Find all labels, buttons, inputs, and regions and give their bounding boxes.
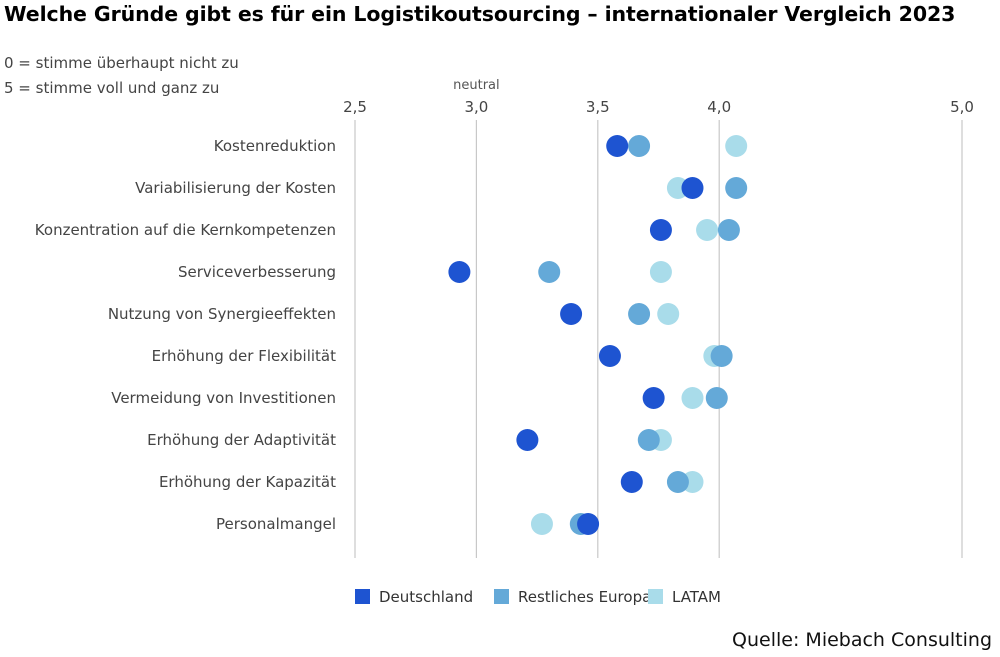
data-point-restliches-europa (705, 387, 728, 409)
data-point-deutschland (642, 387, 665, 409)
data-point-latam (657, 303, 680, 325)
data-point-deutschland (598, 345, 621, 367)
category-label: Erhöhung der Flexibilität (152, 347, 336, 365)
x-tick-label: 3,5 (586, 98, 610, 116)
data-point-restliches-europa (628, 303, 651, 325)
category-label: Serviceverbesserung (178, 263, 336, 281)
data-point-latam (725, 135, 748, 157)
category-label: Variabilisierung der Kosten (135, 179, 336, 197)
category-label: Nutzung von Synergieeffekten (108, 305, 336, 323)
data-point-restliches-europa (710, 345, 733, 367)
category-label: Erhöhung der Adaptivität (147, 431, 336, 449)
data-point-deutschland (681, 177, 704, 199)
category-labels: Kostenreduktion Variabilisierung der Kost… (35, 137, 336, 533)
x-tick-label: 2,5 (343, 98, 367, 116)
data-point-deutschland (606, 135, 629, 157)
legend-swatch (648, 589, 663, 604)
category-label: Vermeidung von Investitionen (111, 389, 336, 407)
x-tick-label: 5,0 (950, 98, 974, 116)
category-label: Erhöhung der Kapazität (159, 473, 336, 491)
data-point-latam (696, 219, 719, 241)
grid-lines (354, 120, 963, 558)
legend: Deutschland Restliches Europa LATAM (355, 588, 721, 606)
data-point-restliches-europa (538, 261, 561, 283)
x-tick-label: 3,0 (464, 98, 488, 116)
legend-swatch (494, 589, 509, 604)
data-point-latam (649, 261, 672, 283)
data-point-latam (530, 513, 553, 535)
scale-note-max: 5 = stimme voll und ganz zu (4, 79, 220, 97)
category-label: Kostenreduktion (214, 137, 336, 155)
data-point-restliches-europa (637, 429, 660, 451)
legend-label: Deutschland (379, 588, 473, 606)
category-label: Personalmangel (216, 515, 336, 533)
data-point-restliches-europa (725, 177, 748, 199)
legend-label: LATAM (672, 588, 721, 606)
data-point-deutschland (577, 513, 600, 535)
data-point-deutschland (560, 303, 583, 325)
data-points (448, 135, 748, 535)
chart-title: Welche Gründe gibt es für ein Logistikou… (4, 2, 956, 26)
data-point-deutschland (448, 261, 471, 283)
x-tick-labels: 2,5 3,0 3,5 4,0 5,0 neutral (343, 78, 974, 116)
x-tick-label: 4,0 (707, 98, 731, 116)
data-point-deutschland (516, 429, 539, 451)
data-point-latam (681, 387, 704, 409)
data-point-restliches-europa (717, 219, 740, 241)
data-point-deutschland (620, 471, 643, 493)
source-note: Quelle: Miebach Consulting (732, 629, 992, 651)
category-label: Konzentration auf die Kernkompetenzen (35, 221, 336, 239)
neutral-label: neutral (453, 78, 500, 93)
legend-label: Restliches Europa (518, 588, 651, 606)
legend-swatch (355, 589, 370, 604)
data-point-restliches-europa (666, 471, 689, 493)
data-point-deutschland (649, 219, 672, 241)
scale-note-min: 0 = stimme überhaupt nicht zu (4, 54, 239, 72)
data-point-restliches-europa (628, 135, 651, 157)
